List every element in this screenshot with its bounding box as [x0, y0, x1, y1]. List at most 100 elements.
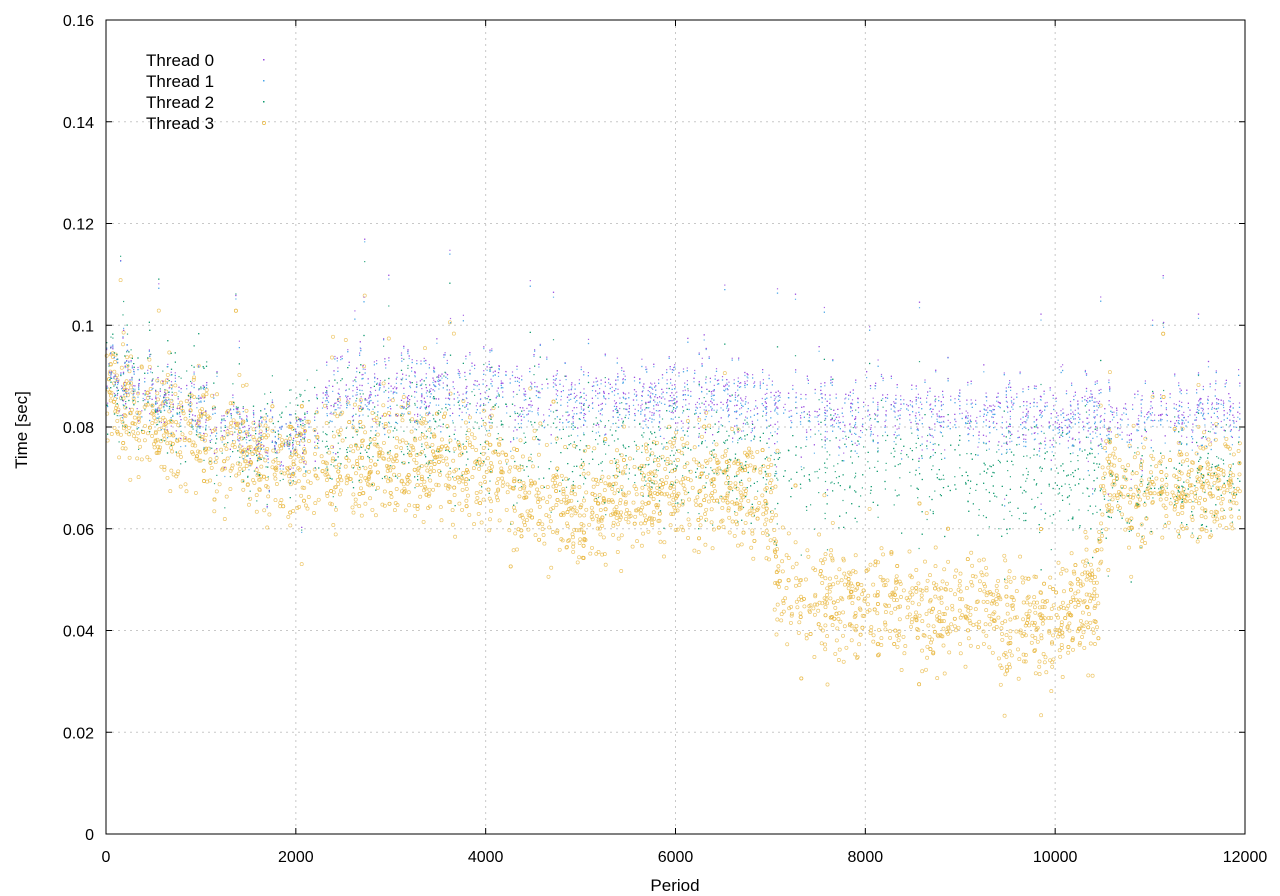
data-point: [483, 363, 485, 366]
data-point: [1217, 464, 1220, 466]
data-point: [604, 377, 606, 379]
data-point: [424, 454, 426, 456]
data-point: [488, 388, 490, 390]
data-point: [709, 520, 714, 525]
data-point: [1128, 500, 1132, 505]
data-point: [1229, 453, 1231, 455]
data-point: [425, 456, 427, 458]
data-point: [1005, 452, 1007, 454]
data-point: [128, 351, 130, 353]
data-point: [1035, 484, 1037, 486]
data-point: [1140, 481, 1142, 483]
data-point: [877, 460, 879, 462]
data-point: [318, 467, 320, 469]
data-point: [1117, 509, 1119, 511]
data-point: [482, 474, 487, 479]
data-point: [708, 473, 710, 475]
data-point: [1112, 455, 1117, 460]
data-point: [286, 514, 291, 519]
data-point: [1040, 492, 1043, 494]
data-point: [931, 469, 933, 471]
data-point: [133, 404, 135, 406]
data-point: [821, 446, 823, 448]
data-point: [740, 463, 742, 465]
data-point: [977, 579, 982, 584]
data-point: [1136, 532, 1140, 537]
data-point: [655, 485, 660, 490]
data-point: [407, 448, 409, 450]
data-point: [584, 490, 589, 495]
data-point: [1049, 606, 1054, 611]
data-point: [615, 422, 617, 424]
data-point: [1170, 490, 1175, 495]
data-point: [619, 485, 624, 489]
data-point: [668, 387, 670, 390]
data-point: [1080, 582, 1085, 587]
data-point: [324, 446, 327, 448]
data-point: [170, 352, 172, 354]
data-point: [486, 430, 488, 432]
data-point: [663, 466, 668, 471]
data-point: [1131, 423, 1136, 428]
data-point: [752, 464, 757, 469]
data-point: [345, 427, 347, 429]
data-point: [1123, 527, 1128, 532]
data-point: [523, 432, 525, 434]
data-point: [745, 461, 747, 463]
data-point: [428, 463, 430, 465]
data-point: [409, 443, 414, 448]
data-point: [801, 469, 803, 471]
data-point: [333, 404, 335, 406]
data-point: [1100, 528, 1103, 530]
data-point: [227, 442, 229, 444]
data-point: [1056, 467, 1058, 469]
data-point: [818, 468, 821, 470]
data-point: [296, 479, 301, 484]
data-point: [1067, 474, 1069, 476]
data-point: [203, 447, 207, 452]
data-point: [626, 464, 628, 466]
data-point: [1000, 631, 1004, 636]
data-point: [183, 416, 188, 421]
data-point: [123, 393, 128, 398]
data-point: [295, 417, 297, 419]
data-point: [732, 490, 734, 492]
data-point: [673, 407, 675, 409]
data-point: [419, 418, 421, 420]
data-point: [1176, 512, 1181, 517]
data-point: [205, 365, 208, 367]
data-point: [122, 421, 124, 423]
data-point: [601, 535, 606, 540]
data-point: [290, 451, 292, 454]
data-point: [728, 480, 733, 485]
data-point: [833, 483, 835, 485]
data-point: [573, 465, 575, 467]
data-point: [403, 508, 408, 513]
data-point: [182, 438, 187, 443]
data-point: [547, 424, 549, 426]
data-point: [884, 488, 886, 490]
data-point: [1025, 491, 1027, 493]
data-point: [252, 405, 255, 407]
data-point: [572, 443, 577, 448]
data-point: [911, 432, 913, 434]
data-point: [863, 446, 865, 448]
data-point: [1137, 447, 1139, 449]
data-point: [909, 447, 911, 450]
data-point: [640, 473, 642, 475]
data-point: [151, 372, 153, 374]
data-point: [340, 438, 345, 443]
data-point: [489, 469, 494, 474]
data-point: [715, 471, 720, 476]
data-point: [1058, 654, 1063, 659]
data-point: [905, 605, 910, 610]
data-point: [682, 475, 684, 477]
data-point: [536, 429, 538, 431]
data-point: [460, 476, 464, 481]
data-point: [449, 467, 451, 469]
data-point: [126, 351, 128, 353]
data-point: [190, 380, 192, 383]
data-point: [1130, 495, 1135, 500]
data-point: [613, 440, 616, 442]
data-point: [536, 490, 541, 495]
